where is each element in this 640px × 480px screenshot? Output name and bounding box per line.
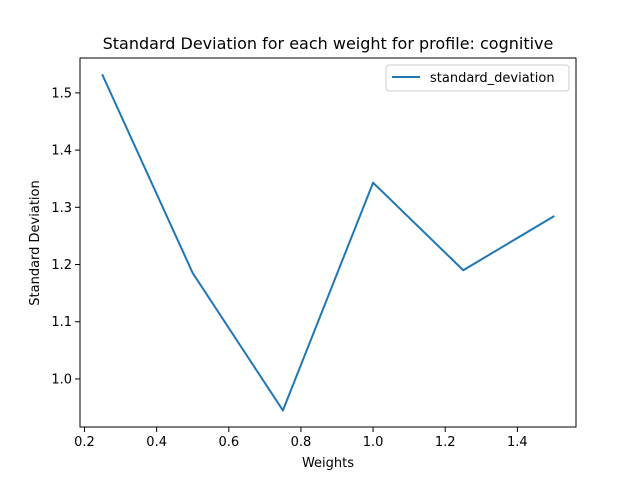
x-axis-label: Weights [302, 456, 354, 471]
y-tick-label: 1.0 [51, 372, 72, 387]
series-line-standard-deviation [101, 73, 555, 412]
x-axis: 0.2 0.4 0.6 0.8 1.0 1.2 1.4 [74, 427, 528, 450]
x-tick-label: 0.6 [218, 435, 239, 450]
plot-frame [79, 57, 577, 428]
chart-title: Standard Deviation for each weight for p… [103, 34, 554, 53]
y-tick-label: 1.2 [51, 258, 72, 273]
y-axis-label: Standard Deviation [28, 180, 43, 305]
x-tick-label: 1.4 [507, 435, 528, 450]
x-tick-label: 0.8 [291, 435, 312, 450]
y-tick-label: 1.3 [51, 201, 72, 216]
legend-box [385, 64, 570, 92]
y-tick-label: 1.5 [51, 86, 72, 101]
x-tick-label: 1.0 [363, 435, 384, 450]
legend-label-standard-deviation: standard_deviation [430, 71, 555, 86]
x-tick-label: 0.4 [146, 435, 167, 450]
x-tick-label: 0.2 [74, 435, 95, 450]
series-layer [101, 73, 555, 412]
x-tick-label: 1.2 [435, 435, 456, 450]
y-tick-label: 1.4 [51, 144, 72, 159]
legend: standard_deviation [385, 64, 570, 92]
y-tick-label: 1.1 [51, 315, 72, 330]
y-axis: 1.0 1.1 1.2 1.3 1.4 1.5 [51, 86, 80, 387]
